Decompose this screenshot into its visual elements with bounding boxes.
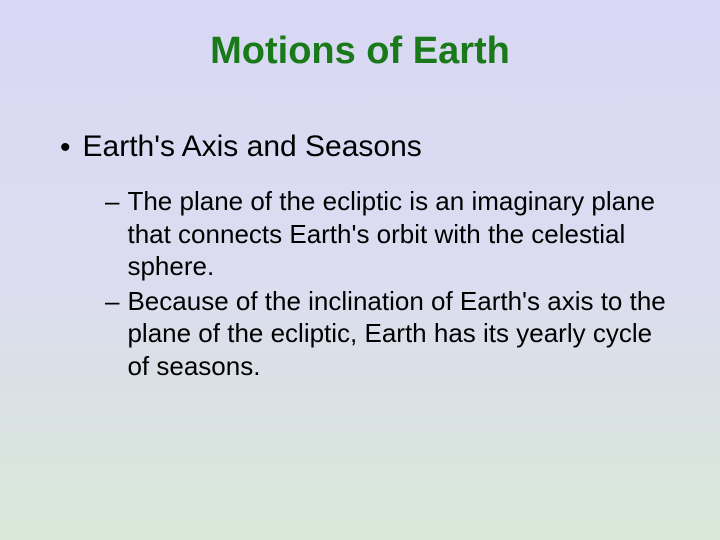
slide-title: Motions of Earth <box>40 30 680 73</box>
bullet-level-2-item: – The plane of the ecliptic is an imagin… <box>105 185 680 283</box>
bullet-marker-dash: – <box>105 285 119 318</box>
bullet-level-2-text: Because of the inclination of Earth's ax… <box>127 285 680 383</box>
slide-container: Motions of Earth • Earth's Axis and Seas… <box>0 0 720 540</box>
bullet-level-1-text: Earth's Axis and Seasons <box>83 128 422 166</box>
bullet-marker-dot: • <box>60 128 71 167</box>
bullet-level-1: • Earth's Axis and Seasons <box>60 128 680 167</box>
bullet-marker-dash: – <box>105 185 119 218</box>
bullet-level-2-text: The plane of the ecliptic is an imaginar… <box>127 185 680 283</box>
bullet-level-2-item: – Because of the inclination of Earth's … <box>105 285 680 383</box>
